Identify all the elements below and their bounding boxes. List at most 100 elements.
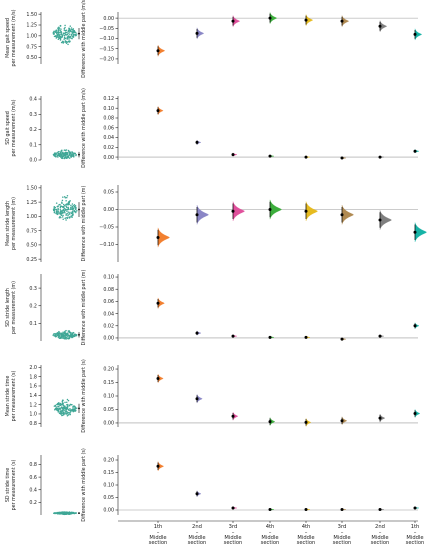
swarm-point	[65, 410, 67, 413]
swarm-point	[57, 405, 59, 408]
mean-difference-point	[195, 492, 199, 496]
swarm-point	[76, 407, 78, 409]
swarm-point	[71, 210, 74, 212]
swarm-point	[65, 213, 67, 215]
swarm-point	[58, 216, 61, 219]
swarm-point	[65, 199, 67, 202]
bootstrap-distribution	[341, 205, 354, 225]
left-tick-label: 0.75	[26, 44, 37, 50]
swarm-point	[71, 28, 74, 31]
swarm-point	[68, 33, 71, 35]
swarm-point	[74, 410, 76, 412]
swarm-point	[70, 33, 73, 36]
right-tick-label: 0.00	[103, 155, 114, 161]
right-y-label: Difference with middle part (m/s)	[81, 0, 87, 78]
bootstrap-distribution	[414, 409, 421, 418]
mean-difference-point	[231, 153, 235, 157]
swarm-point	[59, 410, 62, 413]
bootstrap-distribution	[196, 205, 209, 225]
swarm-point	[64, 155, 67, 157]
swarm-point	[61, 216, 64, 218]
swarm-point	[75, 31, 77, 34]
swarm-point	[60, 407, 62, 409]
right-tick-label: 0.02	[103, 323, 114, 329]
swarm-point	[67, 211, 70, 213]
swarm-point	[65, 205, 68, 207]
swarm-point	[66, 206, 68, 209]
swarm-point	[69, 512, 71, 514]
swarm-point	[75, 211, 77, 214]
mean-difference-point	[340, 419, 344, 423]
swarm-point	[60, 36, 62, 39]
mean-difference-point	[378, 218, 382, 222]
left-tick-label: 1.00	[26, 214, 37, 220]
swarm-point	[68, 513, 71, 515]
left-tick-label: 1.25	[26, 200, 37, 206]
swarm-point	[53, 30, 55, 32]
swarm-point	[58, 412, 61, 415]
swarm-point	[60, 41, 63, 44]
right-tick-label: 0.04	[103, 311, 114, 317]
bootstrap-distribution	[379, 20, 387, 32]
swarm-panel: 0.0 0.1 0.2 0.3 0.4 SD gait speedper measurem…	[5, 96, 80, 164]
swarm-point	[60, 156, 62, 158]
swarm-mean-point	[78, 407, 80, 410]
bootstrap-distribution	[157, 106, 164, 115]
swarm-point	[57, 211, 60, 213]
swarm-point	[68, 38, 70, 40]
swarm-point	[66, 217, 69, 220]
left-tick-label: 0.2	[29, 127, 37, 133]
swarm-point	[63, 27, 66, 30]
x-category-label: 1th – Middle section	[406, 524, 425, 546]
panel-5: 0.8 1.0 1.2 1.4 1.6 1.8 2.0 Mean stride timeper…	[5, 359, 421, 433]
swarm-point	[65, 196, 68, 199]
swarm-point	[68, 213, 71, 215]
swarm-point	[54, 207, 56, 209]
swarm-point	[66, 398, 69, 401]
swarm-point	[60, 214, 62, 216]
right-tick-label: 0.10	[103, 394, 114, 400]
left-y-label: Mean gait speedper measurement (m/s)	[5, 9, 17, 66]
swarm-point	[56, 334, 59, 337]
swarm-point	[75, 208, 77, 210]
mean-difference-point	[231, 19, 235, 23]
swarm-point	[70, 512, 73, 515]
swarm-point	[56, 511, 58, 514]
left-tick-label: 0.2	[29, 500, 37, 506]
swarm-point	[60, 334, 63, 337]
swarm-point	[55, 212, 57, 215]
swarm-point	[70, 37, 72, 39]
swarm-mean-point	[78, 32, 80, 35]
swarm-point	[62, 157, 64, 159]
swarm-point	[68, 330, 70, 333]
right-tick-label: 0.12	[103, 96, 114, 102]
swarm-point	[55, 152, 57, 155]
swarm-point	[65, 332, 67, 334]
swarm-point	[75, 153, 77, 156]
swarm-point	[61, 199, 64, 202]
swarm-point	[62, 404, 64, 407]
right-tick-label: 0.15	[103, 380, 114, 386]
swarm-point	[60, 413, 62, 415]
mean-difference-point	[378, 24, 382, 28]
swarm-point	[68, 41, 71, 43]
swarm-point	[58, 29, 60, 31]
x-category-label: 4th – Middle section	[297, 524, 316, 546]
left-tick-label: 1.0	[29, 412, 37, 418]
right-tick-label: 0.15	[103, 470, 114, 476]
right-tick-label: 0.10	[103, 106, 114, 112]
swarm-point	[60, 205, 63, 208]
swarm-point	[58, 31, 60, 34]
left-tick-label: 1.25	[26, 23, 37, 29]
difference-panel: 0.00 0.05 0.10 0.15 0.20 Difference with midd…	[81, 359, 421, 433]
swarm-point	[62, 336, 64, 338]
swarm-point	[73, 405, 75, 407]
swarm-mean-point	[78, 333, 80, 336]
swarm-point	[69, 151, 72, 154]
swarm-point	[72, 407, 74, 409]
right-y-label: Difference with middle part (s)	[81, 448, 87, 522]
swarm-point	[62, 208, 65, 211]
swarm-point	[67, 411, 70, 414]
swarm-point	[72, 331, 75, 334]
